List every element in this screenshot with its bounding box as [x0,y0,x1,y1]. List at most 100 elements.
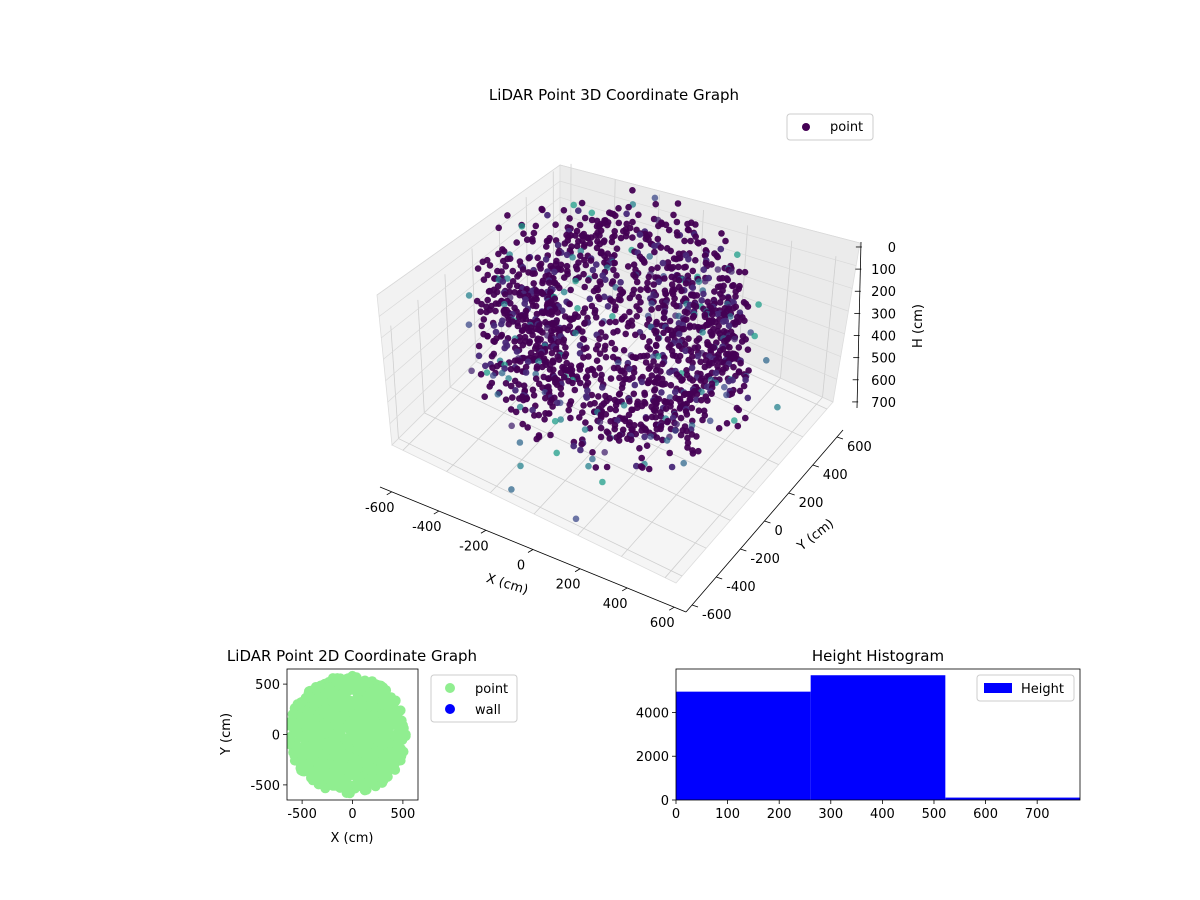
scatter-2d-point [378,682,389,693]
x-tick-label-hist: 400 [870,807,895,822]
scatter-3d-point [580,354,587,361]
scatter-2d-point [368,773,379,784]
x-tick-label-hist: 500 [922,807,947,822]
scatter-3d-point [485,288,493,295]
scatter-3d-point [577,252,584,260]
scatter-3d-point [714,253,721,261]
scatter-3d-point [601,346,608,353]
scatter-3d-point [613,272,620,279]
scatter-3d-point [572,277,579,285]
scatter-3d-point [533,310,541,318]
scatter-3d-point [618,384,626,392]
axes-2d: -500 0 500 500 0 -500 [250,678,415,822]
scatter-3d-point [596,335,603,343]
scatter-3d-point [602,353,610,361]
scatter-3d-point [502,263,510,270]
scatter-3d-point [664,418,671,426]
scatter-3d-point [663,437,671,444]
z-tick-label-3d: 100 [871,263,896,278]
scatter-3d-point [581,214,589,222]
scatter-3d-point [668,281,676,288]
scatter-3d-point [465,321,473,329]
scatter-3d-point [611,345,619,353]
scatter-3d-point [628,436,635,444]
scatter-2d-point [355,720,366,731]
legend-2d: point wall [430,674,518,723]
scatter-3d-point [699,329,706,336]
scatter-3d-point [492,307,499,315]
scatter-3d-point [660,329,667,337]
scatter-3d-point [658,375,666,383]
scatter-3d-point [693,337,701,345]
scatter-3d-point [698,396,705,404]
scatter-3d-point [595,393,602,400]
scatter-3d-point [695,240,702,247]
y-tick-label-hist: 2000 [636,750,669,765]
scatter-3d-point [689,314,697,321]
scatter-3d-point [613,245,621,252]
scatter-3d-point [567,286,574,294]
histogram-bars [676,675,1080,800]
scatter-3d-point [660,314,668,322]
scatter-3d-point [567,316,574,324]
scatter-3d-point [523,236,531,243]
scatter-3d-point [654,264,661,272]
scatter-3d-point [633,462,640,470]
scatter-3d-point [632,273,639,281]
scatter-3d-point [666,317,674,325]
scatter-3d-point [567,414,574,422]
scatter-3d-point [486,383,494,390]
scatter-3d-point [583,394,591,401]
legend-label-wall-2d: wall [475,703,501,718]
scatter-3d-point [580,309,587,316]
x-tick-label-hist: 700 [1025,807,1050,822]
scatter-3d-point [644,279,651,287]
scatter-3d-point [526,339,533,347]
histogram-bar [676,691,811,800]
scatter-3d-point [586,295,594,303]
scatter-3d-point [680,264,688,271]
scatter-3d-point [651,248,658,256]
scatter-3d-point [516,439,524,446]
scatter-3d-point [714,283,722,291]
scatter-3d-point [755,301,762,308]
scatter-3d-point [744,303,752,310]
scatter-3d-point [717,245,725,253]
scatter-3d-point [484,333,491,340]
chart-3d-title: LiDAR Point 3D Coordinate Graph [489,86,739,104]
scatter-3d-point [683,427,690,435]
scatter-3d-point [745,367,752,374]
scatter-3d-point [610,266,617,274]
scatter-3d-point [725,377,733,385]
scatter-2d-point [370,727,381,738]
scatter-3d-point [494,391,502,398]
scatter-3d-point [712,369,720,377]
scatter-3d-point [693,396,700,404]
scatter-3d-point [650,353,657,361]
scatter-3d-point [659,360,666,368]
scatter-3d-point [564,326,571,334]
scatter-3d-point [543,237,551,245]
scatter-3d-point [478,322,486,330]
scatter-3d-point [626,365,633,373]
scatter-3d-point [587,257,595,264]
scatter-3d-point [584,367,592,374]
scatter-3d-point [711,288,718,295]
scatter-3d-point [579,328,586,335]
scatter-2d-point [301,742,312,753]
scatter-3d-point [549,403,556,410]
scatter-2d-point [318,706,329,717]
scatter-3d-point [667,381,675,389]
scatter-3d-point [723,420,731,427]
scatter-3d-point [666,394,674,401]
scatter-3d-point [579,409,586,416]
scatter-3d-point [519,316,526,323]
scatter-3d-point [572,329,579,337]
scatter-3d-point [505,375,512,382]
scatter-3d-point [616,374,623,382]
scatter-3d-point [517,462,524,470]
legend-marker-point-2d [445,683,455,693]
scatter-3d-point [684,444,691,451]
scatter-3d-point [507,406,515,413]
scatter-3d-point [585,277,592,284]
